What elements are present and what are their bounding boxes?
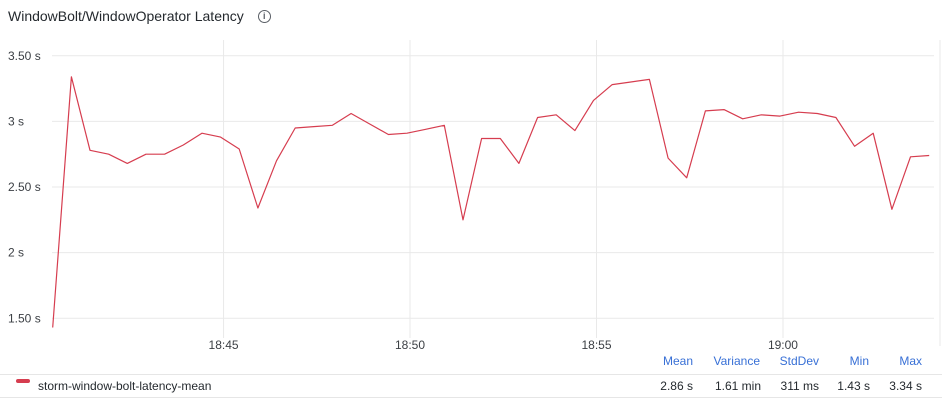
legend-row[interactable]: storm-window-bolt-latency-mean 2.86 s 1.…	[0, 374, 942, 398]
x-tick-label: 18:45	[209, 338, 239, 352]
panel-title: WindowBolt/WindowOperator Latency	[8, 8, 244, 24]
x-axis: 18:45 18:50 18:55 19:00	[209, 338, 799, 352]
y-tick-label: 2.50 s	[8, 180, 41, 194]
y-tick-label: 3.50 s	[8, 49, 41, 63]
x-tick-label: 19:00	[768, 338, 798, 352]
panel-header: WindowBolt/WindowOperator Latency i	[8, 4, 271, 28]
legend-header: Mean Variance StdDev Min Max	[0, 354, 942, 370]
legend-mean-value: 2.86 s	[660, 379, 693, 393]
y-tick-label: 2 s	[8, 246, 24, 260]
x-tick-label: 18:55	[581, 338, 611, 352]
legend-stddev-value: 311 ms	[780, 379, 819, 393]
series-group	[52, 76, 930, 328]
legend-max-value: 3.34 s	[889, 379, 922, 393]
legend-variance-value: 1.61 min	[714, 379, 761, 393]
series-line-storm-window-bolt-latency-mean[interactable]	[52, 76, 930, 328]
legend-min-value: 1.43 s	[837, 379, 870, 393]
series-color-swatch	[16, 379, 30, 383]
x-tick-label: 18:50	[395, 338, 425, 352]
info-circle-icon[interactable]: i	[257, 9, 271, 23]
legend-header-variance[interactable]: Variance	[713, 354, 760, 368]
latency-chart[interactable]: 1.50 s 2 s 2.50 s 3 s 3.50 s 18:45 18:50 18:55…	[0, 0, 942, 354]
legend-series-name[interactable]: storm-window-bolt-latency-mean	[38, 379, 212, 393]
legend-header-mean[interactable]: Mean	[662, 354, 693, 368]
y-axis: 1.50 s 2 s 2.50 s 3 s 3.50 s	[8, 49, 41, 326]
y-tick-label: 3 s	[8, 114, 24, 128]
legend-header-max[interactable]: Max	[899, 354, 922, 368]
legend-header-min[interactable]: Min	[849, 354, 869, 368]
legend-header-stddev[interactable]: StdDev	[779, 354, 819, 368]
y-tick-label: 1.50 s	[8, 311, 41, 325]
chart-grid	[52, 40, 941, 346]
